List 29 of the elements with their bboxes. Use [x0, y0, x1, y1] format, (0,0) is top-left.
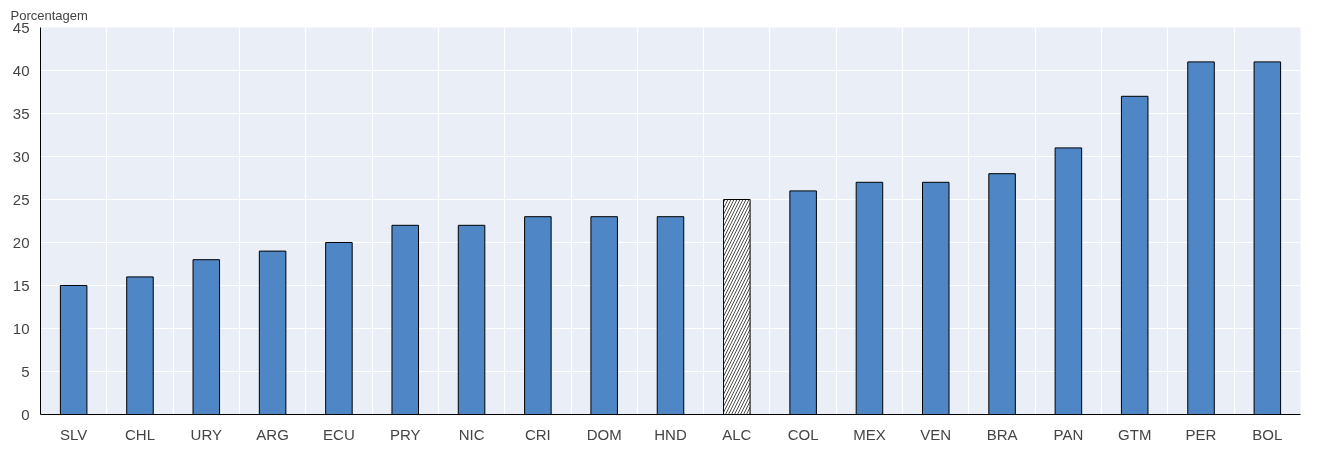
x-tick-label: CHL [124, 425, 155, 443]
x-tick-label: PRY [389, 425, 421, 443]
x-tick-label: GTM [1118, 425, 1152, 443]
y-tick-label: 10 [12, 319, 30, 337]
x-tick-label: COL [787, 425, 819, 443]
y-axis-title: Porcentagem [10, 7, 88, 23]
y-tick-label: 0 [21, 405, 30, 423]
y-tick-label: 15 [12, 276, 30, 294]
y-tick-label: 40 [12, 61, 30, 79]
x-tick-label: MEX [853, 425, 886, 443]
y-tick-label: 20 [12, 233, 30, 251]
x-tick-label: BOL [1252, 425, 1283, 443]
y-tick-label: 25 [12, 190, 30, 208]
x-tick-label: PAN [1053, 425, 1084, 443]
x-tick-label: ALC [722, 425, 752, 443]
x-tick-label: ECU [323, 425, 355, 443]
x-tick-label: BRA [986, 425, 1018, 443]
x-tick-label: PER [1185, 425, 1217, 443]
x-tick-label: ARG [256, 425, 289, 443]
x-tick-label: NIC [458, 425, 485, 443]
x-tick-label: VEN [920, 425, 952, 443]
y-tick-label: 30 [12, 147, 30, 165]
x-tick-label: DOM [586, 425, 622, 443]
y-tick-label: 35 [12, 104, 30, 122]
x-tick-label: HND [654, 425, 687, 443]
x-tick-label: CRI [524, 425, 551, 443]
x-tick-label: SLV [60, 425, 88, 443]
y-tick-label: 5 [21, 362, 30, 380]
x-tick-label: URY [190, 425, 222, 443]
